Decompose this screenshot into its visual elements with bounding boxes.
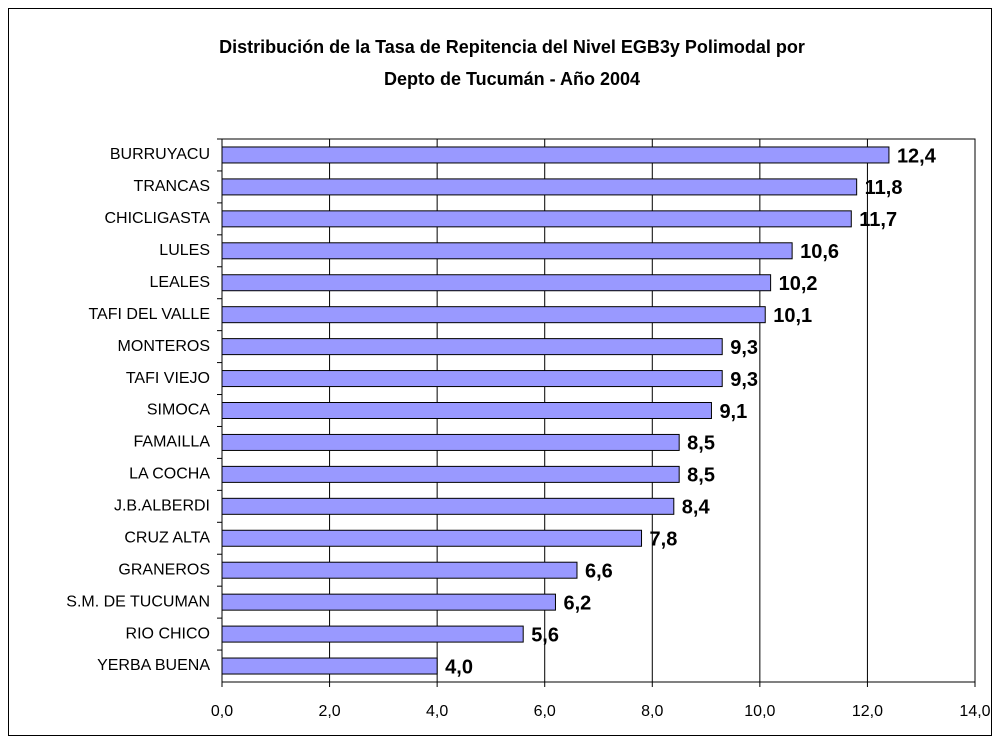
y-tick-label: TAFI VIEJO — [126, 370, 210, 387]
bar — [221, 210, 852, 228]
y-tick-label: LEALES — [150, 274, 210, 291]
chart-title: Depto de Tucumán - Año 2004 — [384, 69, 640, 89]
bar — [221, 146, 890, 164]
x-tick-label: 8,0 — [641, 703, 663, 720]
bar — [221, 593, 556, 611]
value-label: 6,2 — [563, 592, 591, 614]
value-label: 7,8 — [650, 529, 678, 551]
value-label: 9,1 — [719, 401, 747, 423]
value-label: 8,5 — [687, 465, 715, 487]
x-tick-label: 0,0 — [211, 703, 233, 720]
x-tick-label: 4,0 — [426, 703, 448, 720]
y-tick-label: GRANEROS — [118, 561, 210, 578]
y-tick-label: LA COCHA — [129, 466, 210, 483]
value-label: 10,2 — [779, 273, 818, 295]
y-tick-label: TAFI DEL VALLE — [88, 306, 210, 323]
value-label: 8,4 — [682, 497, 711, 519]
bar — [221, 338, 723, 356]
bar — [221, 497, 675, 515]
value-label: 4,0 — [445, 656, 473, 678]
y-tick-label: MONTEROS — [118, 338, 210, 355]
y-tick-label: SIMOCA — [147, 402, 210, 419]
y-tick-label: CRUZ ALTA — [124, 529, 210, 546]
bar — [221, 178, 858, 196]
value-label: 6,6 — [585, 560, 613, 582]
value-label: 8,5 — [687, 433, 715, 455]
value-label: 11,8 — [865, 177, 903, 199]
y-tick-label: S.M. DE TUCUMAN — [66, 593, 210, 610]
bar — [221, 465, 680, 483]
value-label: 12,4 — [897, 145, 937, 167]
y-tick-label: CHICLIGASTA — [105, 210, 211, 227]
bar — [221, 306, 766, 324]
value-label: 11,7 — [859, 209, 897, 231]
value-label: 10,1 — [773, 305, 812, 327]
y-tick-label: TRANCAS — [134, 178, 210, 195]
bar — [221, 529, 643, 547]
value-label: 10,6 — [800, 241, 839, 263]
bar — [221, 657, 438, 675]
bar — [221, 402, 712, 419]
value-label: 5,6 — [531, 624, 559, 646]
y-tick-label: YERBA BUENA — [97, 657, 210, 674]
y-tick-label: J.B.ALBERDI — [114, 498, 210, 515]
bar — [221, 625, 524, 643]
y-tick-label: BURRUYACU — [110, 146, 210, 163]
y-tick-label: LULES — [159, 242, 210, 259]
bar — [221, 433, 680, 451]
chart-title: Distribución de la Tasa de Repitencia de… — [219, 37, 805, 57]
bar — [221, 561, 578, 579]
x-tick-label: 14,0 — [959, 703, 990, 720]
bar — [221, 242, 793, 260]
y-tick-label: RIO CHICO — [126, 625, 210, 642]
y-tick-label: FAMAILLA — [134, 434, 211, 451]
value-label: 9,3 — [730, 369, 758, 391]
x-tick-label: 2,0 — [318, 703, 340, 720]
bar — [221, 370, 723, 388]
x-tick-label: 6,0 — [534, 703, 556, 720]
x-tick-label: 12,0 — [852, 703, 883, 720]
value-label: 9,3 — [730, 337, 758, 359]
bar — [221, 274, 772, 292]
x-tick-label: 10,0 — [744, 703, 775, 720]
